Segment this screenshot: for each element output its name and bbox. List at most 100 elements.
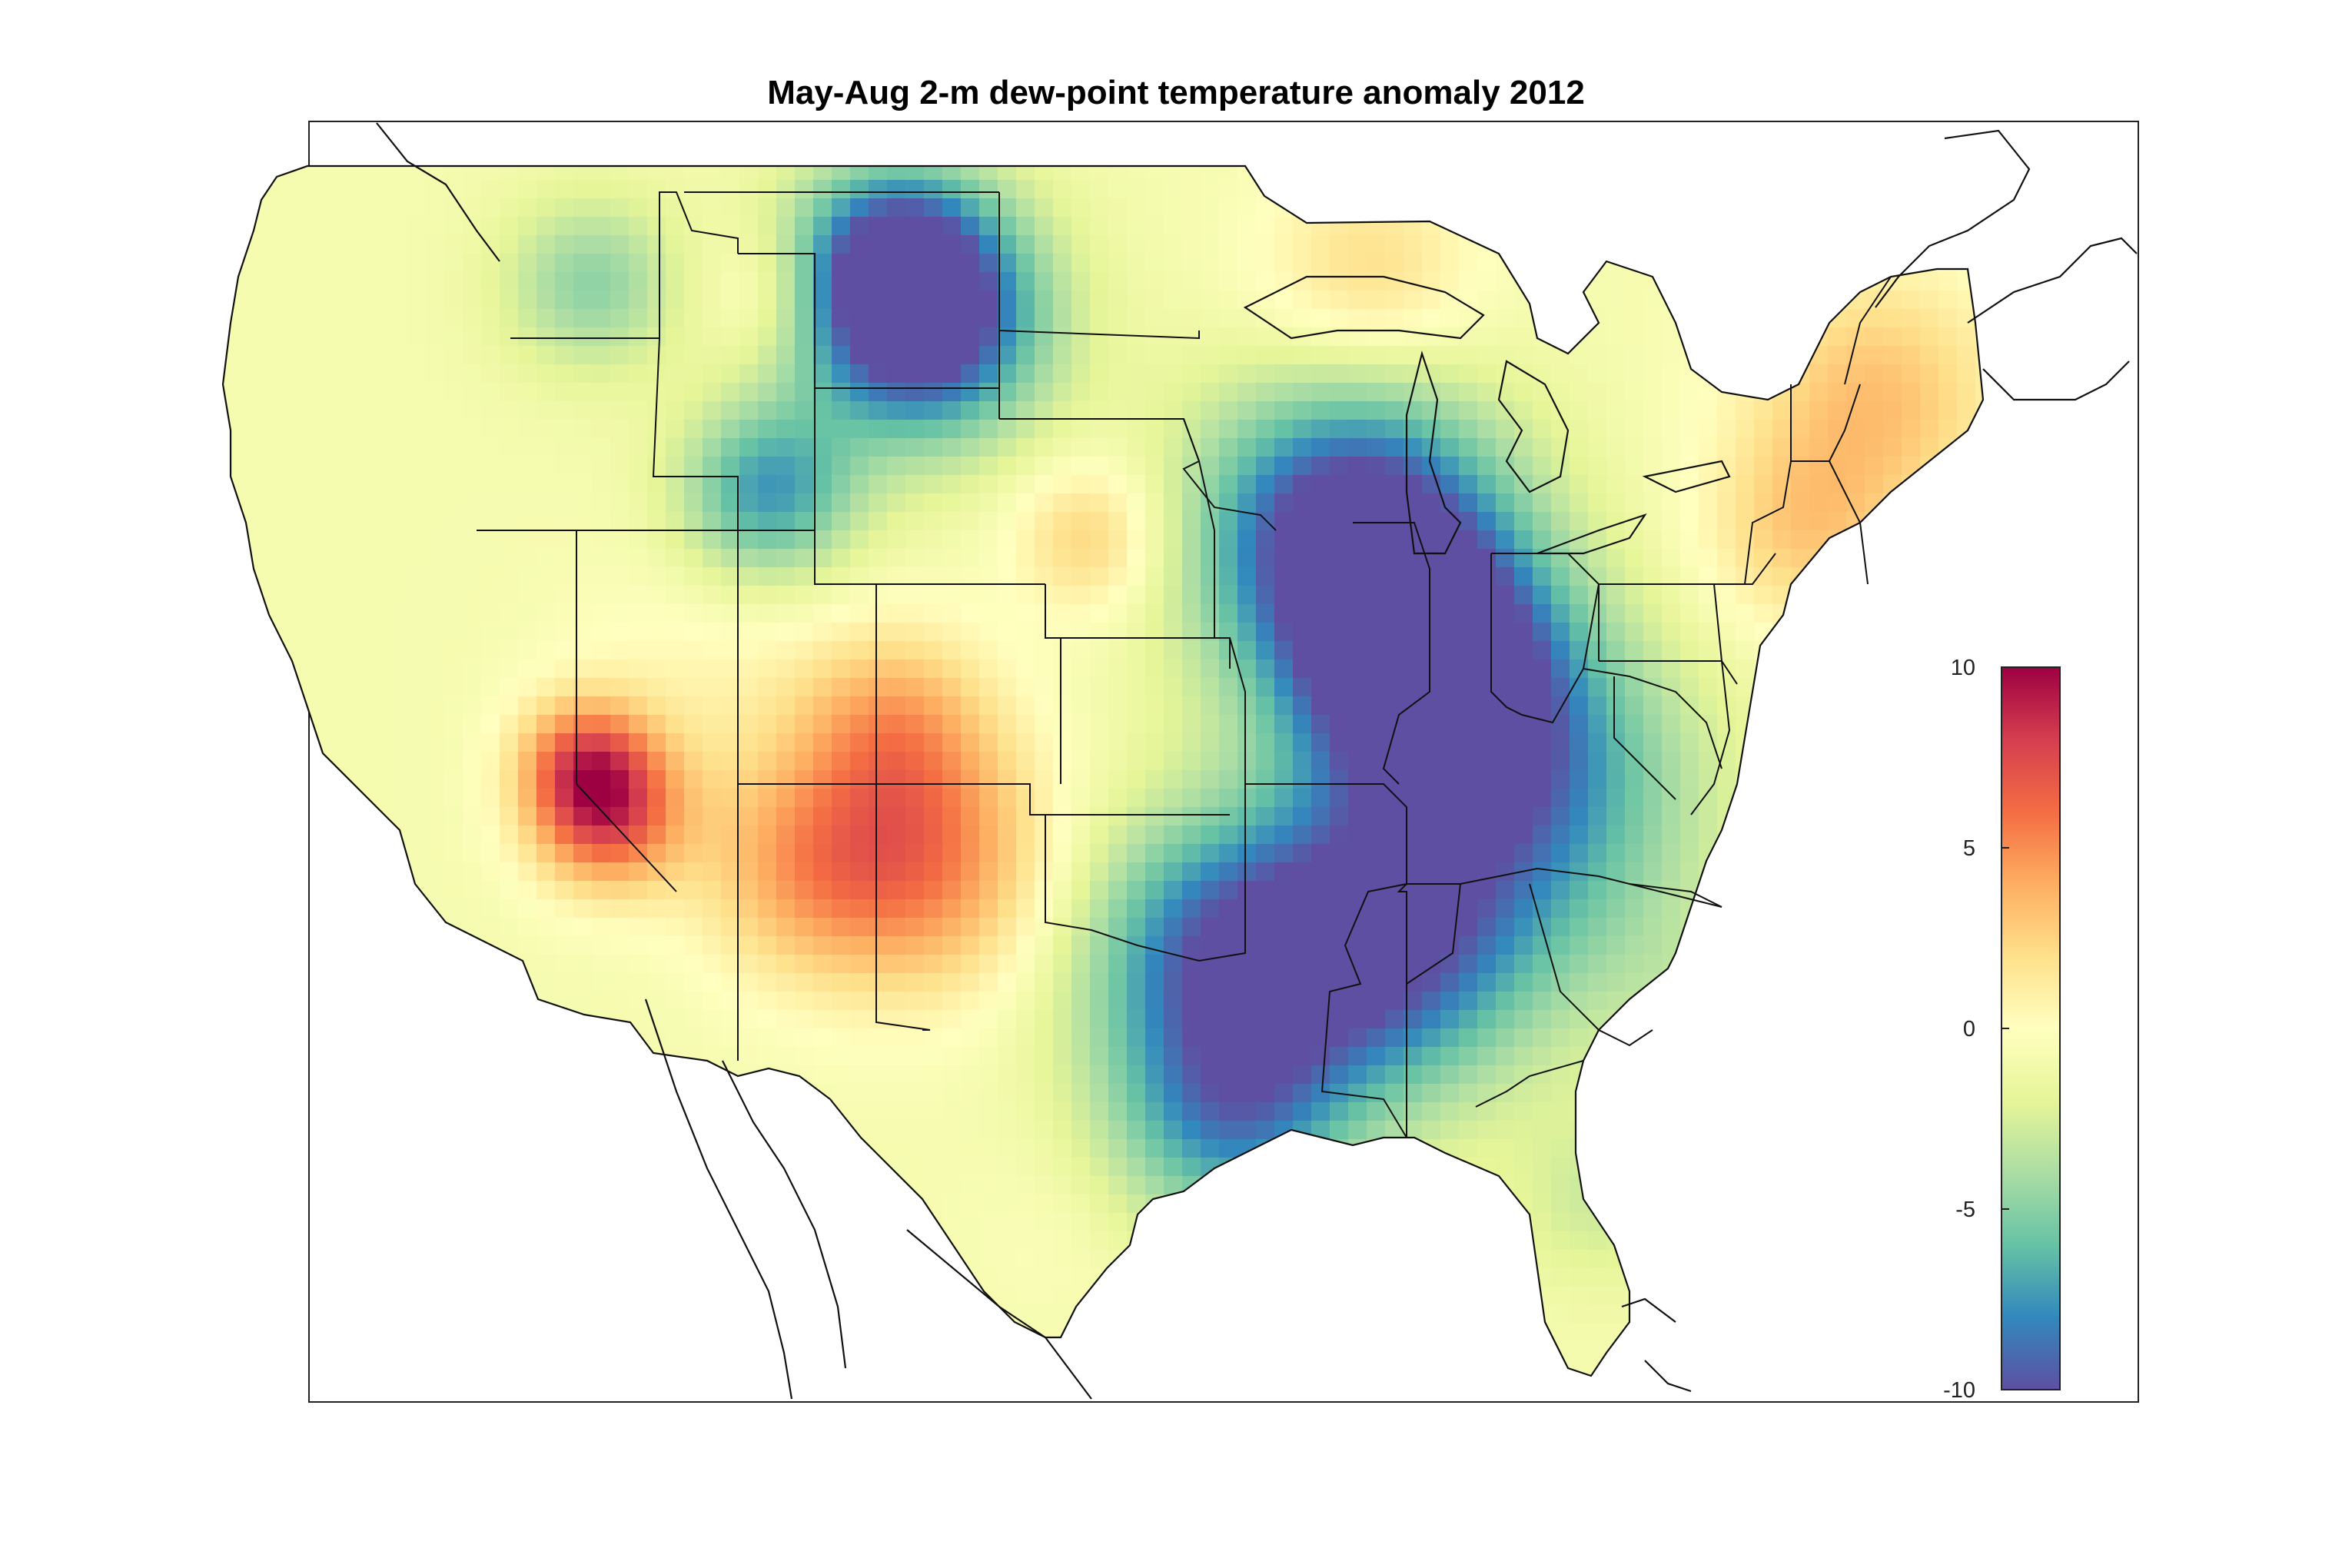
raster-cell — [1533, 752, 1552, 771]
raster-cell — [924, 936, 943, 955]
raster-cell — [942, 1065, 962, 1085]
raster-cell — [1016, 166, 1035, 181]
raster-cell — [1570, 955, 1589, 974]
raster-cell — [1477, 438, 1497, 457]
raster-cell — [334, 235, 353, 254]
raster-cell — [1791, 401, 1810, 420]
raster-cell — [869, 166, 888, 181]
raster-cell — [1108, 457, 1128, 476]
raster-cell — [278, 899, 297, 919]
raster-cell — [1164, 401, 1183, 420]
raster-cell — [315, 715, 334, 734]
raster-cell — [1514, 309, 1533, 328]
raster-cell — [1772, 549, 1792, 568]
raster-cell — [278, 881, 297, 900]
raster-cell — [500, 401, 519, 420]
raster-cell — [592, 309, 611, 328]
raster-cell — [1164, 530, 1183, 550]
raster-cell — [979, 217, 998, 236]
raster-cell — [223, 291, 242, 310]
raster-cell — [1090, 327, 1109, 347]
raster-cell — [1846, 346, 1865, 365]
raster-cell — [278, 235, 297, 254]
raster-cell — [1330, 678, 1349, 697]
raster-cell — [942, 918, 962, 937]
raster-cell — [444, 715, 463, 734]
raster-cell — [703, 383, 722, 402]
raster-cell — [887, 549, 906, 568]
raster-cell — [776, 309, 796, 328]
raster-cell — [1902, 401, 1921, 420]
raster-cell — [924, 272, 943, 291]
raster-cell — [315, 346, 334, 365]
raster-cell — [537, 420, 556, 439]
raster-cell — [905, 955, 925, 974]
raster-cell — [1440, 1047, 1460, 1066]
raster-cell — [1274, 789, 1294, 808]
raster-cell — [998, 493, 1017, 513]
raster-cell — [1348, 235, 1367, 254]
raster-cell — [1182, 973, 1201, 992]
raster-cell — [260, 844, 279, 863]
raster-cell — [795, 973, 814, 992]
raster-cell — [703, 1010, 722, 1029]
raster-cell — [1367, 254, 1386, 273]
raster-cell — [850, 549, 869, 568]
raster-cell — [352, 752, 371, 771]
raster-cell — [1496, 715, 1515, 734]
raster-cell — [573, 826, 593, 845]
raster-cell — [407, 586, 427, 605]
raster-cell — [1606, 623, 1626, 642]
raster-cell — [518, 291, 537, 310]
raster-cell — [1053, 733, 1072, 752]
raster-cell — [1422, 918, 1441, 937]
raster-cell — [1662, 733, 1681, 752]
raster-cell — [260, 881, 279, 900]
raster-cell — [1145, 696, 1164, 716]
raster-cell — [1459, 696, 1478, 716]
raster-cell — [1533, 420, 1552, 439]
raster-cell — [869, 254, 888, 273]
raster-cell — [850, 309, 869, 328]
raster-cell — [315, 530, 334, 550]
raster-cell — [573, 844, 593, 863]
raster-cell — [1717, 438, 1736, 457]
raster-cell — [1090, 789, 1109, 808]
raster-cell — [1551, 826, 1570, 845]
raster-cell — [1883, 383, 1902, 402]
raster-cell — [703, 789, 722, 808]
raster-cell — [647, 844, 666, 863]
raster-cell — [1219, 291, 1238, 310]
raster-cell — [1367, 457, 1386, 476]
raster-cell — [1090, 166, 1109, 181]
raster-cell — [1459, 641, 1478, 660]
raster-cell — [684, 678, 703, 697]
raster-cell — [278, 1010, 297, 1029]
raster-cell — [629, 696, 648, 716]
raster-cell — [1016, 844, 1035, 863]
raster-cell — [1035, 567, 1054, 586]
raster-cell — [1293, 899, 1312, 919]
raster-cell — [629, 623, 648, 642]
raster-cell — [592, 512, 611, 531]
raster-cell — [1274, 309, 1294, 328]
raster-cell — [924, 1010, 943, 1029]
raster-cell — [1293, 696, 1312, 716]
raster-cell — [1090, 1010, 1109, 1029]
raster-cell — [444, 254, 463, 273]
raster-cell — [1662, 696, 1681, 716]
raster-cell — [1588, 807, 1607, 826]
raster-cell — [278, 586, 297, 605]
raster-cell — [1090, 899, 1109, 919]
raster-cell — [647, 457, 666, 476]
raster-cell — [1256, 918, 1275, 937]
raster-cell — [1164, 346, 1183, 365]
raster-cell — [1053, 844, 1072, 863]
raster-cell — [1699, 696, 1718, 716]
raster-cell — [869, 420, 888, 439]
raster-cell — [278, 254, 297, 273]
raster-cell — [1477, 733, 1497, 752]
raster-cell — [610, 567, 630, 586]
raster-cell — [1127, 166, 1146, 181]
raster-cell — [1551, 364, 1570, 384]
